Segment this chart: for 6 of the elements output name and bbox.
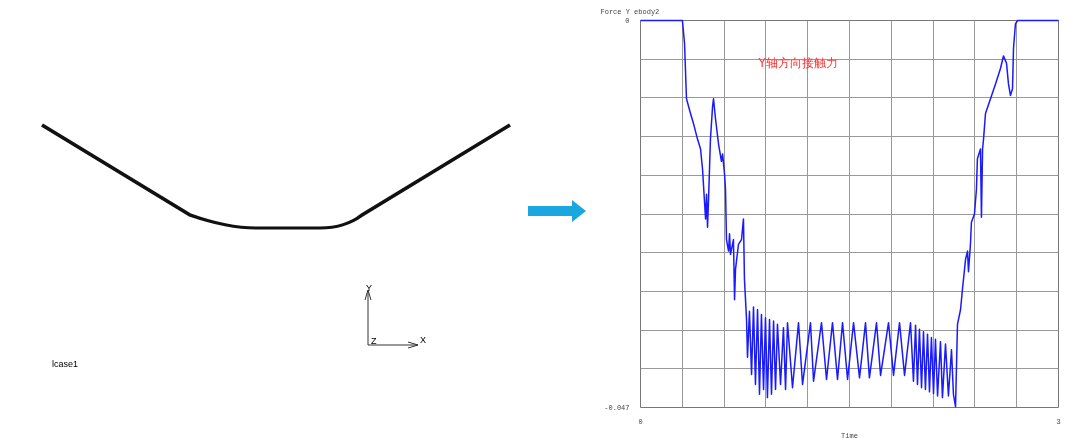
text: X — [420, 335, 427, 345]
annotation: Y轴方向接触力 — [757, 55, 838, 70]
line-series — [639, 19, 1060, 408]
text: lcase1 — [52, 359, 79, 369]
text: Z — [371, 336, 377, 346]
text: Y — [366, 283, 373, 293]
